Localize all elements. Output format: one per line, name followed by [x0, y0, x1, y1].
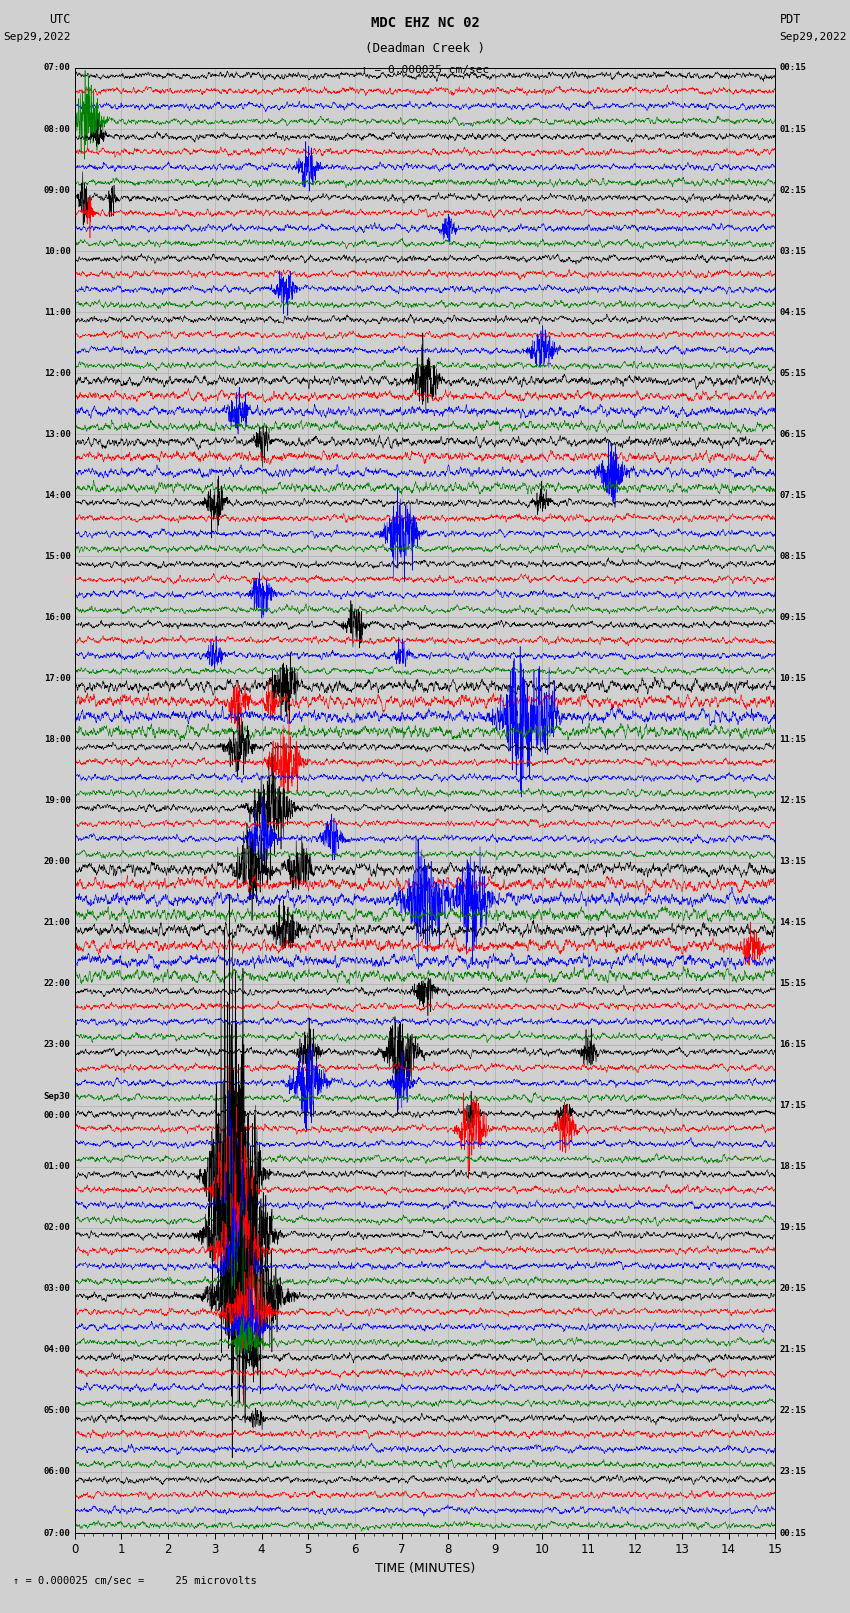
Text: 21:00: 21:00 — [43, 918, 71, 927]
Text: 18:00: 18:00 — [43, 736, 71, 744]
Text: 14:15: 14:15 — [779, 918, 807, 927]
Text: 14:00: 14:00 — [43, 490, 71, 500]
Text: 07:00: 07:00 — [43, 63, 71, 73]
Text: Sep29,2022: Sep29,2022 — [3, 32, 71, 42]
Text: 04:00: 04:00 — [43, 1345, 71, 1355]
Text: 06:00: 06:00 — [43, 1468, 71, 1476]
Text: Sep29,2022: Sep29,2022 — [779, 32, 847, 42]
X-axis label: TIME (MINUTES): TIME (MINUTES) — [375, 1561, 475, 1574]
Text: UTC: UTC — [49, 13, 71, 26]
Text: 23:15: 23:15 — [779, 1468, 807, 1476]
Text: 15:15: 15:15 — [779, 979, 807, 989]
Text: 23:00: 23:00 — [43, 1040, 71, 1048]
Text: 06:15: 06:15 — [779, 429, 807, 439]
Text: 00:00: 00:00 — [43, 1110, 71, 1119]
Text: MDC EHZ NC 02: MDC EHZ NC 02 — [371, 16, 479, 31]
Text: 03:00: 03:00 — [43, 1284, 71, 1294]
Text: 02:15: 02:15 — [779, 185, 807, 195]
Text: 04:15: 04:15 — [779, 308, 807, 316]
Text: 00:15: 00:15 — [779, 1529, 807, 1537]
Text: 22:15: 22:15 — [779, 1407, 807, 1416]
Text: 12:00: 12:00 — [43, 369, 71, 377]
Text: 09:15: 09:15 — [779, 613, 807, 623]
Text: 00:15: 00:15 — [779, 63, 807, 73]
Text: 05:00: 05:00 — [43, 1407, 71, 1416]
Text: ↑ = 0.000025 cm/sec: ↑ = 0.000025 cm/sec — [361, 65, 489, 74]
Text: 17:15: 17:15 — [779, 1102, 807, 1110]
Text: 13:15: 13:15 — [779, 857, 807, 866]
Text: 05:15: 05:15 — [779, 369, 807, 377]
Text: 21:15: 21:15 — [779, 1345, 807, 1355]
Text: 20:00: 20:00 — [43, 857, 71, 866]
Text: 19:00: 19:00 — [43, 795, 71, 805]
Text: 22:00: 22:00 — [43, 979, 71, 989]
Text: 01:15: 01:15 — [779, 124, 807, 134]
Text: 12:15: 12:15 — [779, 795, 807, 805]
Text: 15:00: 15:00 — [43, 552, 71, 561]
Text: 16:15: 16:15 — [779, 1040, 807, 1048]
Text: (Deadman Creek ): (Deadman Creek ) — [365, 42, 485, 55]
Text: Sep30: Sep30 — [43, 1092, 71, 1100]
Text: 18:15: 18:15 — [779, 1163, 807, 1171]
Text: 11:00: 11:00 — [43, 308, 71, 316]
Text: 10:15: 10:15 — [779, 674, 807, 682]
Text: 16:00: 16:00 — [43, 613, 71, 623]
Text: 08:00: 08:00 — [43, 124, 71, 134]
Text: 08:15: 08:15 — [779, 552, 807, 561]
Text: 11:15: 11:15 — [779, 736, 807, 744]
Text: 10:00: 10:00 — [43, 247, 71, 255]
Text: 01:00: 01:00 — [43, 1163, 71, 1171]
Text: 02:00: 02:00 — [43, 1223, 71, 1232]
Text: 03:15: 03:15 — [779, 247, 807, 255]
Text: 19:15: 19:15 — [779, 1223, 807, 1232]
Text: PDT: PDT — [779, 13, 801, 26]
Text: 13:00: 13:00 — [43, 429, 71, 439]
Text: 09:00: 09:00 — [43, 185, 71, 195]
Text: ↑ = 0.000025 cm/sec =     25 microvolts: ↑ = 0.000025 cm/sec = 25 microvolts — [13, 1576, 257, 1586]
Text: 07:15: 07:15 — [779, 490, 807, 500]
Text: 07:00: 07:00 — [43, 1529, 71, 1537]
Text: 17:00: 17:00 — [43, 674, 71, 682]
Text: 20:15: 20:15 — [779, 1284, 807, 1294]
